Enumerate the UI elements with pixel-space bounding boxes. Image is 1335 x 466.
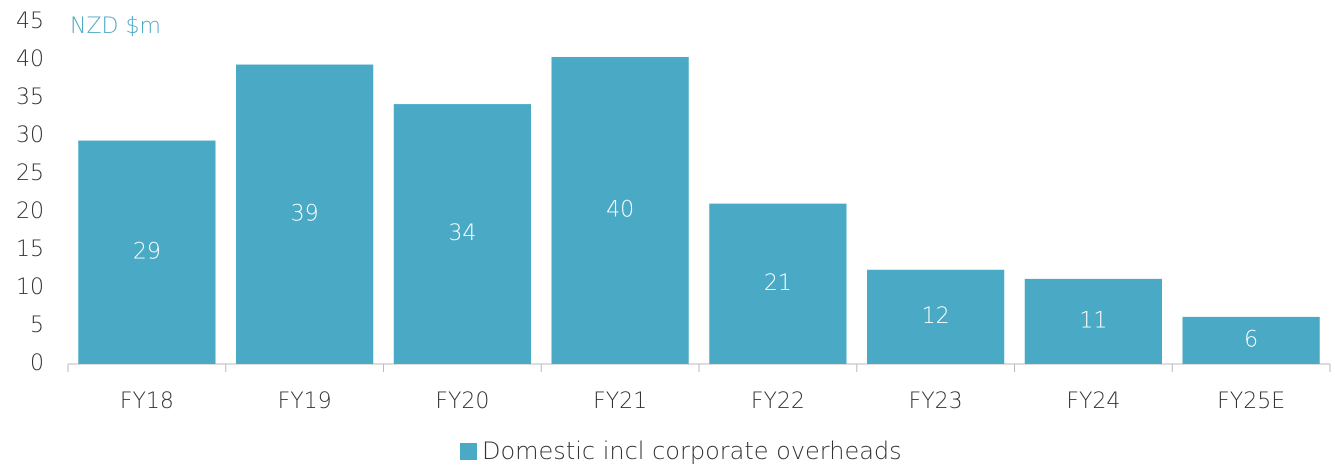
x-tick-label: FY25E bbox=[1217, 389, 1285, 414]
x-tick-label: FY22 bbox=[751, 389, 805, 414]
bar bbox=[1024, 278, 1162, 364]
x-tick-label: FY21 bbox=[593, 389, 647, 414]
y-tick-label: 35 bbox=[16, 85, 44, 110]
y-tick-label: 30 bbox=[16, 123, 44, 148]
y-tick-label: 0 bbox=[30, 351, 44, 376]
axis-unit-label: NZD $m bbox=[70, 14, 161, 39]
y-tick-label: 20 bbox=[16, 199, 44, 224]
bar bbox=[709, 203, 847, 364]
data-label: 40 bbox=[606, 197, 634, 222]
y-tick-label: 10 bbox=[16, 275, 44, 300]
bar bbox=[393, 104, 531, 364]
data-label: 11 bbox=[1079, 308, 1107, 333]
bar bbox=[78, 140, 216, 364]
bar bbox=[236, 64, 374, 364]
x-tick-label: FY20 bbox=[435, 389, 489, 414]
x-tick-label: FY18 bbox=[120, 389, 174, 414]
data-label: 39 bbox=[291, 201, 319, 226]
data-label: 21 bbox=[764, 271, 792, 296]
x-tick-label: FY23 bbox=[909, 389, 963, 414]
y-tick-label: 40 bbox=[16, 47, 44, 72]
bar bbox=[551, 56, 689, 365]
y-tick-label: 15 bbox=[16, 237, 44, 262]
data-label: 6 bbox=[1244, 327, 1258, 352]
data-label: 12 bbox=[922, 304, 950, 329]
x-tick-label: FY19 bbox=[278, 389, 332, 414]
data-label: 29 bbox=[133, 239, 161, 264]
legend-swatch bbox=[460, 443, 477, 460]
y-tick-label: 45 bbox=[16, 9, 44, 34]
data-label: 34 bbox=[448, 221, 476, 246]
y-tick-label: 5 bbox=[30, 313, 44, 338]
bar bbox=[867, 269, 1005, 364]
bar bbox=[1182, 316, 1320, 364]
x-tick-label: FY24 bbox=[1066, 389, 1120, 414]
y-tick-label: 25 bbox=[16, 161, 44, 186]
legend-label: Domestic incl corporate overheads bbox=[482, 437, 902, 465]
